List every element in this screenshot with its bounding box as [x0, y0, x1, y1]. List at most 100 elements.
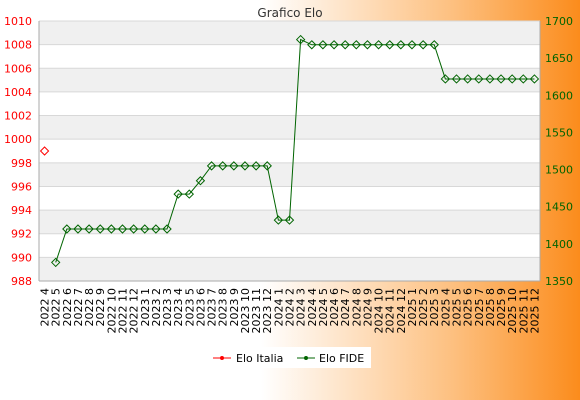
data-point-elo-fide — [73, 224, 83, 234]
legend-marker-elo-italia — [220, 356, 224, 360]
data-point-elo-fide — [440, 74, 451, 84]
x-tick-label: 2023 2 — [150, 288, 163, 327]
y-left-tick-label: 1002 — [4, 110, 32, 123]
x-tick-label: 2024 5 — [317, 288, 330, 327]
y-left-tick-label: 998 — [11, 157, 32, 170]
x-tick-label: 2025 9 — [495, 288, 508, 327]
data-point-elo-fide — [329, 40, 339, 50]
data-point-elo-fide — [496, 74, 506, 84]
x-tick-label: 2025 1 — [406, 288, 419, 327]
grid-band — [39, 257, 540, 281]
y-left-tick-label: 1006 — [4, 62, 32, 75]
y-right-tick-label: 1450 — [545, 201, 573, 214]
series-line-elo-fide — [55, 38, 535, 263]
x-tick-label: 2023 5 — [183, 288, 196, 327]
y-left-tick-label: 992 — [11, 228, 32, 241]
x-tick-label: 2023 1 — [139, 288, 152, 327]
y-right-tick-label: 1550 — [545, 126, 573, 139]
x-tick-label: 2023 6 — [194, 288, 207, 327]
x-tick-label: 2024 7 — [339, 288, 352, 327]
data-point-elo-fide — [529, 74, 540, 84]
x-tick-label: 2025 12 — [528, 288, 541, 334]
data-point-elo-fide — [295, 34, 306, 45]
x-tick-label: 2024 11 — [384, 288, 397, 334]
x-tick-label: 2024 6 — [328, 288, 341, 327]
data-point-elo-fide — [429, 40, 439, 50]
x-tick-label: 2025 4 — [439, 288, 452, 327]
data-point-elo-fide — [396, 40, 406, 50]
data-point-elo-fide — [485, 74, 495, 84]
x-tick-label: 2023 12 — [261, 288, 274, 334]
x-tick-label: 2024 10 — [373, 288, 386, 334]
data-point-elo-fide — [262, 161, 272, 171]
data-point-elo-fide — [240, 161, 250, 171]
legend-label-elo-italia: Elo Italia — [236, 352, 283, 365]
data-point-elo-fide — [162, 224, 172, 234]
data-point-elo-fide — [507, 74, 517, 84]
y-left-tick-label: 1000 — [4, 133, 32, 146]
x-tick-label: 2024 12 — [395, 288, 408, 334]
data-point-elo-fide — [117, 224, 128, 234]
data-point-elo-fide — [151, 224, 161, 234]
data-point-elo-fide — [184, 189, 195, 199]
data-point-elo-fide — [128, 224, 139, 234]
y-right-tick-label: 1400 — [545, 238, 573, 251]
chart-title: Grafico Elo — [257, 6, 322, 20]
y-left-tick-label: 1008 — [4, 39, 32, 52]
data-point-elo-fide — [251, 161, 261, 171]
data-point-elo-fide — [140, 224, 150, 234]
data-point-elo-fide — [351, 40, 362, 50]
data-point-elo-fide — [451, 74, 462, 84]
chart-legend: Elo Italia Elo FIDE — [208, 347, 371, 368]
x-tick-label: 2024 8 — [350, 288, 363, 327]
x-tick-label: 2025 3 — [428, 288, 441, 327]
data-point-elo-fide — [462, 74, 473, 84]
legend-label-elo-fide: Elo FIDE — [319, 352, 364, 365]
x-tick-label: 2023 10 — [239, 288, 252, 334]
x-tick-label: 2022 10 — [105, 288, 118, 334]
data-point-elo-italia — [39, 146, 50, 156]
data-point-elo-fide — [518, 74, 529, 84]
y-left-tick-label: 994 — [11, 204, 32, 217]
y-left-tick-label: 1010 — [4, 15, 32, 28]
grid-band — [39, 115, 540, 140]
x-tick-label: 2022 8 — [83, 288, 96, 327]
x-tick-label: 2023 4 — [172, 288, 185, 327]
y-right-tick-label: 1350 — [545, 275, 573, 288]
x-tick-label: 2023 9 — [228, 288, 241, 327]
data-point-elo-fide — [273, 215, 284, 225]
x-tick-label: 2024 9 — [361, 288, 374, 327]
y-left-tick-label: 988 — [11, 275, 32, 288]
x-tick-label: 2022 9 — [94, 288, 107, 327]
x-tick-label: 2024 3 — [295, 288, 308, 327]
x-tick-label: 2023 11 — [250, 288, 263, 334]
grid-band — [39, 162, 540, 187]
x-tick-label: 2022 5 — [50, 288, 63, 327]
data-point-elo-fide — [307, 40, 317, 50]
x-tick-label: 2025 8 — [484, 288, 497, 327]
data-point-elo-fide — [229, 161, 239, 171]
x-tick-label: 2022 4 — [39, 288, 52, 327]
data-point-elo-fide — [84, 224, 94, 234]
x-tick-label: 2024 2 — [284, 288, 297, 327]
y-right-tick-label: 1650 — [545, 52, 573, 65]
y-left-tick-label: 996 — [11, 180, 32, 193]
plot-area — [39, 21, 540, 281]
y-left-tick-label: 990 — [11, 251, 32, 264]
data-point-elo-fide — [373, 40, 384, 50]
x-tick-label: 2025 6 — [462, 288, 475, 327]
x-tick-label: 2023 8 — [217, 288, 230, 327]
x-tick-label: 2024 4 — [306, 288, 319, 327]
data-point-elo-fide — [418, 40, 428, 50]
data-point-elo-fide — [50, 257, 61, 268]
x-tick-label: 2025 7 — [473, 288, 486, 327]
data-point-elo-fide — [407, 40, 417, 50]
x-tick-label: 2023 7 — [206, 288, 219, 327]
data-point-elo-fide — [206, 161, 217, 171]
data-point-elo-fide — [95, 224, 105, 234]
x-tick-label: 2022 11 — [117, 288, 130, 334]
data-point-elo-fide — [217, 161, 228, 171]
data-point-elo-fide — [195, 176, 206, 186]
